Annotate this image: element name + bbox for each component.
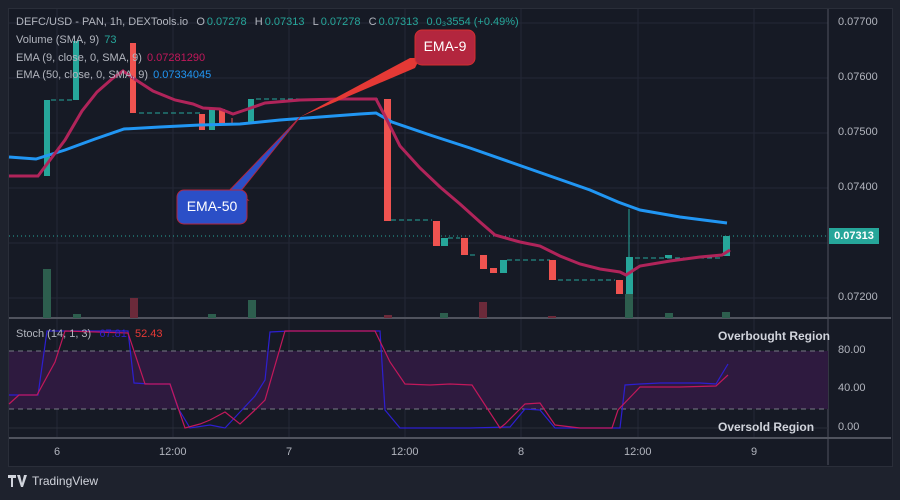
price-tick: 0.07200 xyxy=(838,291,878,303)
price-tick: 0.07400 xyxy=(838,181,878,193)
low-value: 0.07278 xyxy=(320,16,361,28)
stoch-tick: 40.00 xyxy=(838,382,866,394)
stoch-tick: 0.00 xyxy=(838,421,860,433)
stoch-d-value: 52.43 xyxy=(135,328,163,340)
ema9-legend[interactable]: EMA (9, close, 0, SMA, 9) 0.07281290 xyxy=(16,52,206,64)
overbought-label: Overbought Region xyxy=(718,329,830,343)
ema9-annotation: EMA-9 xyxy=(423,38,467,54)
time-tick: 7 xyxy=(286,446,293,458)
tradingview-logo-icon xyxy=(8,475,27,487)
time-tick: 8 xyxy=(518,446,525,458)
change-value: 0.0₃3554 (+0.49%) xyxy=(426,16,519,28)
close-value: 0.07313 xyxy=(378,16,419,28)
time-tick: 9 xyxy=(751,446,758,458)
volume-bars xyxy=(43,269,730,318)
ema50-annotation: EMA-50 xyxy=(186,198,238,214)
ema9-callout-pointer xyxy=(300,58,420,117)
volume-legend[interactable]: Volume (SMA, 9) 73 xyxy=(16,34,117,46)
time-tick: 12:00 xyxy=(159,446,187,458)
symbol-title: DEFC/USD - PAN, 1h, DEXTools.io xyxy=(16,16,189,28)
price-tick: 0.07700 xyxy=(838,16,878,28)
ema50-callout-pointer xyxy=(224,116,301,201)
oversold-label: Oversold Region xyxy=(718,420,815,434)
ema9-callout-box xyxy=(414,29,476,66)
ema50-legend[interactable]: EMA (50, close, 0, SMA, 9) 0.07334045 xyxy=(16,69,212,81)
ema50-line xyxy=(8,111,728,225)
tradingview-brand[interactable]: TradingView xyxy=(8,474,98,488)
price-tick: 0.07600 xyxy=(838,71,878,83)
symbol-legend[interactable]: DEFC/USD - PAN, 1h, DEXTools.io O 0.07278… xyxy=(16,16,519,28)
stoch-legend[interactable]: Stoch (14, 1, 3) 67.81 52.43 xyxy=(16,328,163,340)
stoch-k-value: 67.81 xyxy=(99,328,127,340)
stoch-tick: 80.00 xyxy=(838,344,866,356)
volume-value: 73 xyxy=(104,34,117,46)
time-tick: 12:00 xyxy=(624,446,652,458)
open-value: 0.07278 xyxy=(206,16,247,28)
high-value: 0.07313 xyxy=(264,16,305,28)
stoch-d-line xyxy=(8,330,729,429)
time-tick: 12:00 xyxy=(391,446,419,458)
last-price-tag: 0.07313 xyxy=(829,228,879,244)
price-tick: 0.07500 xyxy=(838,126,878,138)
ema50-callout-box xyxy=(176,189,248,225)
ema50-value: 0.07334045 xyxy=(153,69,212,81)
time-tick: 6 xyxy=(54,446,61,458)
ema9-line xyxy=(9,69,731,277)
ema9-value: 0.07281290 xyxy=(147,52,206,64)
